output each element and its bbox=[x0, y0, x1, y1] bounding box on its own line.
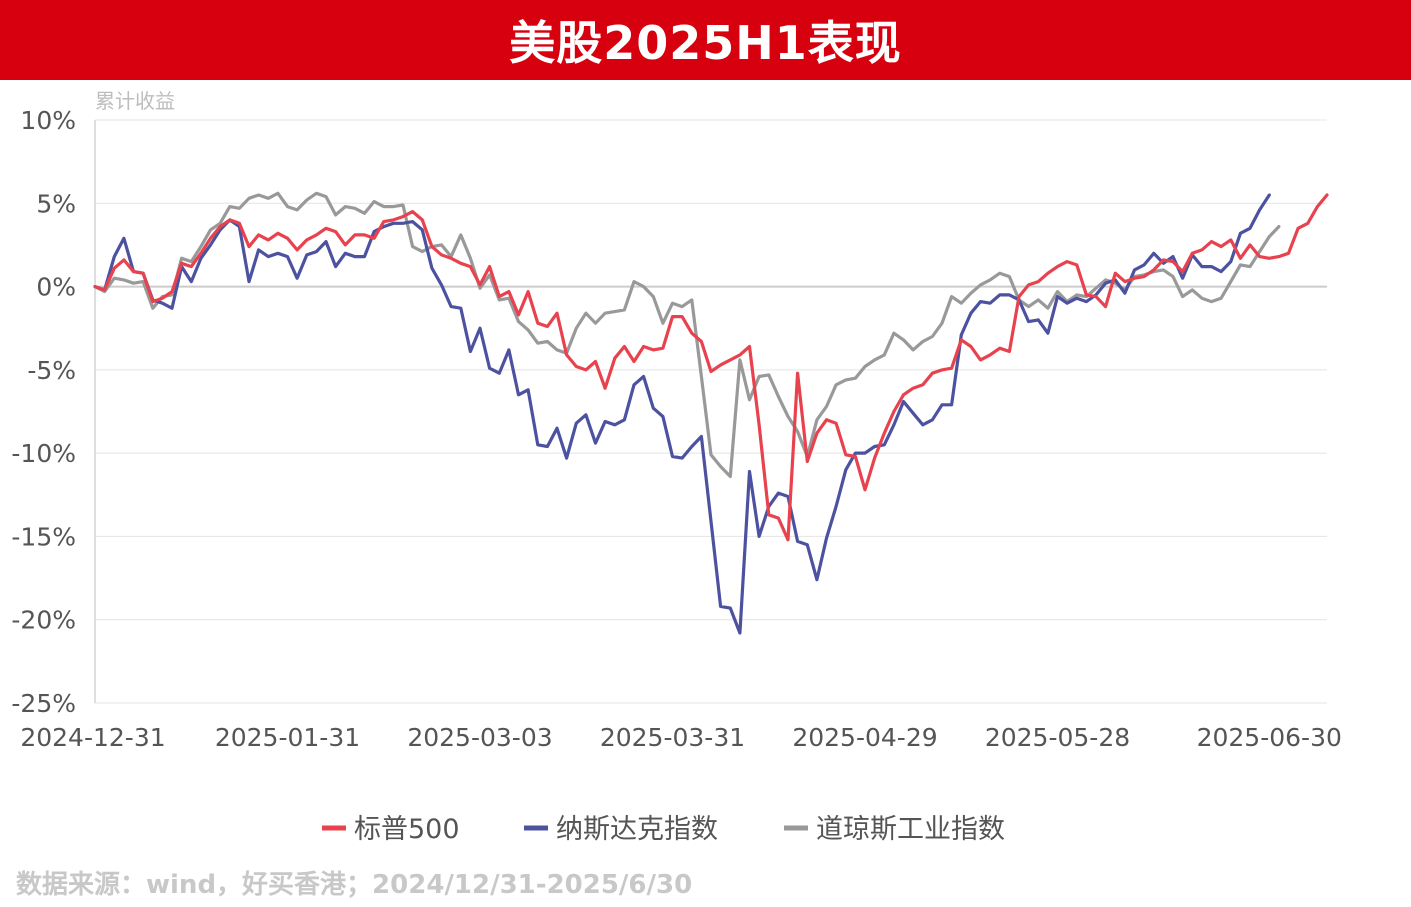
y-axis-label: 累计收益 bbox=[95, 89, 175, 113]
y-tick-label: -25% bbox=[11, 689, 76, 718]
chart-header: 美股2025H1表现 bbox=[0, 0, 1411, 80]
x-tick-label: 2025-01-31 bbox=[215, 723, 360, 752]
x-tick-label: 2024-12-31 bbox=[20, 723, 165, 752]
series-line bbox=[93, 193, 1271, 635]
y-tick-label: -5% bbox=[27, 356, 76, 385]
data-source-note: 数据来源：wind，好买香港；2024/12/31-2025/6/30 bbox=[16, 870, 693, 900]
y-tick-label: -20% bbox=[11, 606, 76, 635]
series-lines bbox=[93, 191, 1329, 635]
legend: 标普500 纳斯达克指数 道琼斯工业指数 bbox=[322, 814, 1005, 845]
legend-label: 道琼斯工业指数 bbox=[816, 814, 1005, 845]
series-line bbox=[93, 191, 1281, 479]
chart-title: 美股2025H1表现 bbox=[509, 16, 902, 70]
x-tick-label: 2025-04-29 bbox=[792, 723, 937, 752]
line-chart: 累计收益 10% 5% 0% -5% -10% -15% -20% -25% 2024-12-… bbox=[11, 89, 1342, 845]
y-tick-label: 5% bbox=[36, 189, 76, 218]
legend-label: 纳斯达克指数 bbox=[556, 814, 718, 845]
x-tick-label: 2025-05-28 bbox=[985, 723, 1130, 752]
x-tick-label: 2025-03-03 bbox=[407, 723, 552, 752]
x-tick-label: 2025-03-31 bbox=[600, 723, 745, 752]
x-tick-labels: 2024-12-31 2025-01-31 2025-03-03 2025-03-31… bbox=[20, 723, 1342, 752]
y-tick-label: -10% bbox=[11, 439, 76, 468]
series-line bbox=[93, 193, 1329, 542]
grid-lines bbox=[95, 119, 1327, 704]
x-tick-label: 2025-06-30 bbox=[1197, 723, 1342, 752]
y-tick-labels: 10% 5% 0% -5% -10% -15% -20% -25% bbox=[11, 106, 76, 718]
y-tick-label: 10% bbox=[20, 106, 76, 135]
y-tick-label: -15% bbox=[11, 522, 76, 551]
legend-label: 标普500 bbox=[354, 814, 460, 845]
y-tick-label: 0% bbox=[36, 273, 76, 302]
